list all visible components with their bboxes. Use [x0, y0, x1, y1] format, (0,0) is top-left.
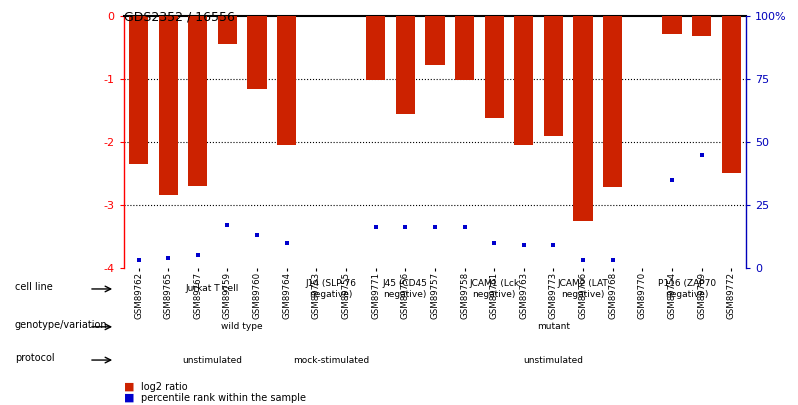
Bar [544, 16, 563, 136]
Text: wild type: wild type [221, 322, 263, 331]
Bar [247, 16, 267, 89]
Text: J14 (SLP-76
negative): J14 (SLP-76 negative) [306, 279, 357, 298]
Text: J45 (CD45
negative): J45 (CD45 negative) [383, 279, 428, 298]
Bar [128, 16, 148, 164]
Text: unstimulated: unstimulated [523, 356, 583, 364]
Bar [425, 16, 444, 65]
Bar [574, 16, 593, 221]
Bar [662, 16, 681, 34]
Bar [218, 16, 237, 45]
Text: mock-stimulated: mock-stimulated [293, 356, 369, 364]
Text: mutant: mutant [537, 322, 570, 331]
Text: unstimulated: unstimulated [183, 356, 243, 364]
Bar [455, 16, 474, 80]
Text: ■: ■ [124, 393, 134, 403]
Text: genotype/variation: genotype/variation [15, 320, 108, 330]
Text: JCAM2 (LAT
negative): JCAM2 (LAT negative) [558, 279, 609, 298]
Bar [692, 16, 711, 36]
Bar [484, 16, 504, 118]
Bar [603, 16, 622, 187]
Bar [277, 16, 296, 145]
Text: log2 ratio: log2 ratio [141, 382, 188, 392]
Bar [188, 16, 207, 186]
Bar [366, 16, 385, 80]
Text: JCAM1 (Lck
negative): JCAM1 (Lck negative) [469, 279, 519, 298]
Text: GDS2352 / 16556: GDS2352 / 16556 [124, 10, 235, 23]
Bar [514, 16, 533, 145]
Bar [396, 16, 415, 114]
Text: percentile rank within the sample: percentile rank within the sample [141, 393, 306, 403]
Text: protocol: protocol [15, 354, 54, 363]
Text: Jurkat T cell: Jurkat T cell [186, 284, 239, 294]
Text: ■: ■ [124, 382, 134, 392]
Text: cell line: cell line [15, 282, 53, 292]
Bar [721, 16, 741, 173]
Bar [159, 16, 178, 195]
Text: P116 (ZAP70
negative): P116 (ZAP70 negative) [658, 279, 716, 298]
